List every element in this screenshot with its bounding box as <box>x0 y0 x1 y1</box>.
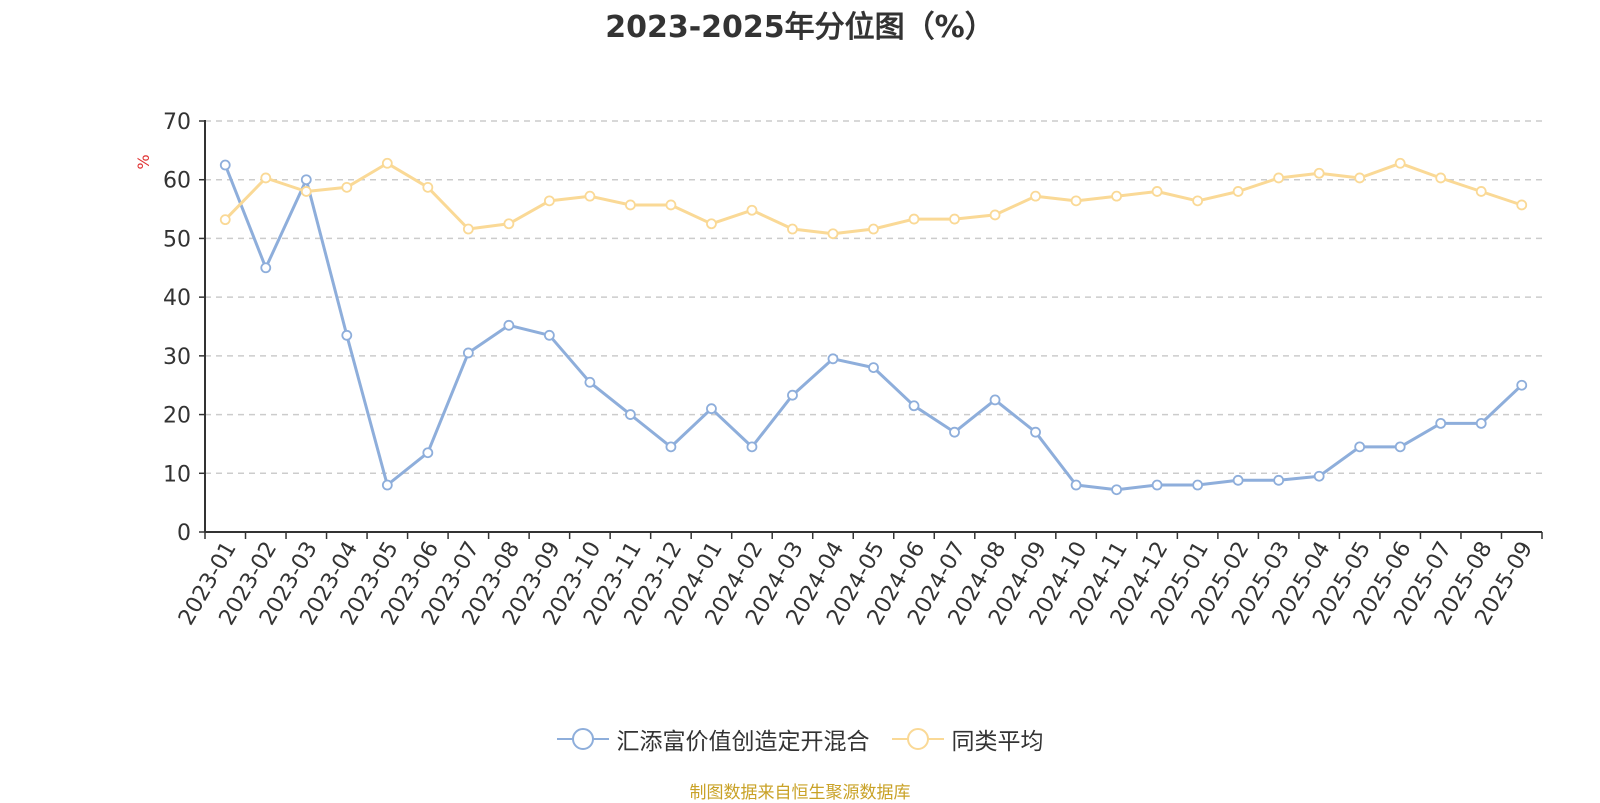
y-axis-label: % <box>134 154 153 169</box>
data-point <box>1151 186 1163 197</box>
data-point <box>665 199 677 211</box>
line-chart: 0102030405060702023-012023-022023-032023… <box>134 110 1543 630</box>
data-point <box>706 218 717 230</box>
data-point <box>868 362 879 374</box>
y-tick-label: 70 <box>163 110 191 135</box>
legend-label-average: 同类平均 <box>951 729 1044 755</box>
legend: 汇添富价值创造定开混合 同类平均 <box>0 722 1600 756</box>
data-point <box>300 174 312 186</box>
legend-item-average[interactable]: 同类平均 <box>891 722 1044 756</box>
data-point <box>341 181 353 193</box>
legend-swatch-fund-icon <box>556 728 609 750</box>
y-tick-label: 40 <box>163 286 191 311</box>
data-point <box>1435 417 1447 429</box>
y-tick-label: 30 <box>163 345 191 370</box>
legend-label-fund: 汇添富价值创造定开混合 <box>616 729 870 755</box>
data-point <box>543 195 555 207</box>
data-point <box>260 172 272 184</box>
data-source-footer: 制图数据来自恒生聚源数据库 <box>689 783 911 803</box>
data-point <box>341 329 353 341</box>
data-point <box>949 426 960 438</box>
data-point <box>908 213 920 225</box>
data-point <box>462 223 474 235</box>
data-point <box>1273 474 1285 486</box>
data-point <box>503 319 515 331</box>
data-point <box>1435 172 1447 184</box>
data-point <box>1151 479 1163 491</box>
data-point <box>1516 379 1528 391</box>
data-point <box>1192 195 1204 207</box>
data-point <box>625 409 636 420</box>
data-point <box>868 223 879 235</box>
data-point <box>300 186 312 197</box>
series-line <box>223 164 1523 492</box>
data-point <box>584 190 596 202</box>
data-point <box>706 403 717 415</box>
data-point <box>1475 186 1487 197</box>
data-point <box>381 479 393 491</box>
data-point <box>1192 479 1204 491</box>
data-point <box>787 223 798 235</box>
data-point <box>503 218 515 230</box>
data-point <box>827 228 839 240</box>
data-point <box>219 159 231 171</box>
y-tick-label: 60 <box>163 169 191 194</box>
data-point <box>462 347 474 359</box>
data-point <box>949 213 960 225</box>
data-point <box>665 441 677 453</box>
y-tick-label: 0 <box>177 521 191 546</box>
data-point <box>1354 441 1366 453</box>
data-point <box>1030 426 1041 438</box>
data-point <box>260 262 272 274</box>
data-point <box>989 394 1001 406</box>
series-lines <box>219 157 1528 496</box>
data-point <box>1232 474 1244 486</box>
y-tick-label: 50 <box>163 227 191 252</box>
y-tick-label: 20 <box>163 404 191 429</box>
data-point <box>1111 484 1122 496</box>
data-point <box>1030 190 1041 202</box>
data-point <box>422 181 434 193</box>
data-point <box>422 447 434 459</box>
data-point <box>787 389 798 401</box>
data-point <box>381 157 393 169</box>
data-point <box>989 209 1001 221</box>
data-point <box>1070 479 1082 491</box>
data-point <box>584 376 596 388</box>
data-point <box>543 329 555 341</box>
data-point <box>1273 172 1285 184</box>
data-point <box>827 353 839 365</box>
data-point <box>625 199 636 211</box>
series-1 <box>219 157 1528 240</box>
data-point <box>746 204 758 216</box>
y-tick-label: 10 <box>163 462 191 487</box>
data-point <box>1394 157 1406 169</box>
legend-swatch-average-icon <box>891 728 944 750</box>
series-line <box>224 161 1523 236</box>
data-point <box>1313 470 1325 482</box>
data-point <box>1070 195 1082 207</box>
data-point <box>1354 172 1366 184</box>
data-point <box>219 214 231 226</box>
data-point <box>908 400 920 412</box>
data-point <box>746 441 758 453</box>
data-point <box>1475 417 1487 429</box>
grid-lines <box>205 120 1542 475</box>
data-point <box>1394 441 1406 453</box>
legend-item-fund[interactable]: 汇添富价值创造定开混合 <box>556 722 870 756</box>
data-point <box>1111 190 1122 202</box>
chart-title: 2023-2025年分位图（%） <box>605 10 995 45</box>
data-point <box>1232 186 1244 197</box>
data-point <box>1313 167 1325 179</box>
series-0 <box>219 159 1528 496</box>
axes: 0102030405060702023-012023-022023-032023… <box>163 110 1543 630</box>
data-point <box>1516 199 1528 211</box>
